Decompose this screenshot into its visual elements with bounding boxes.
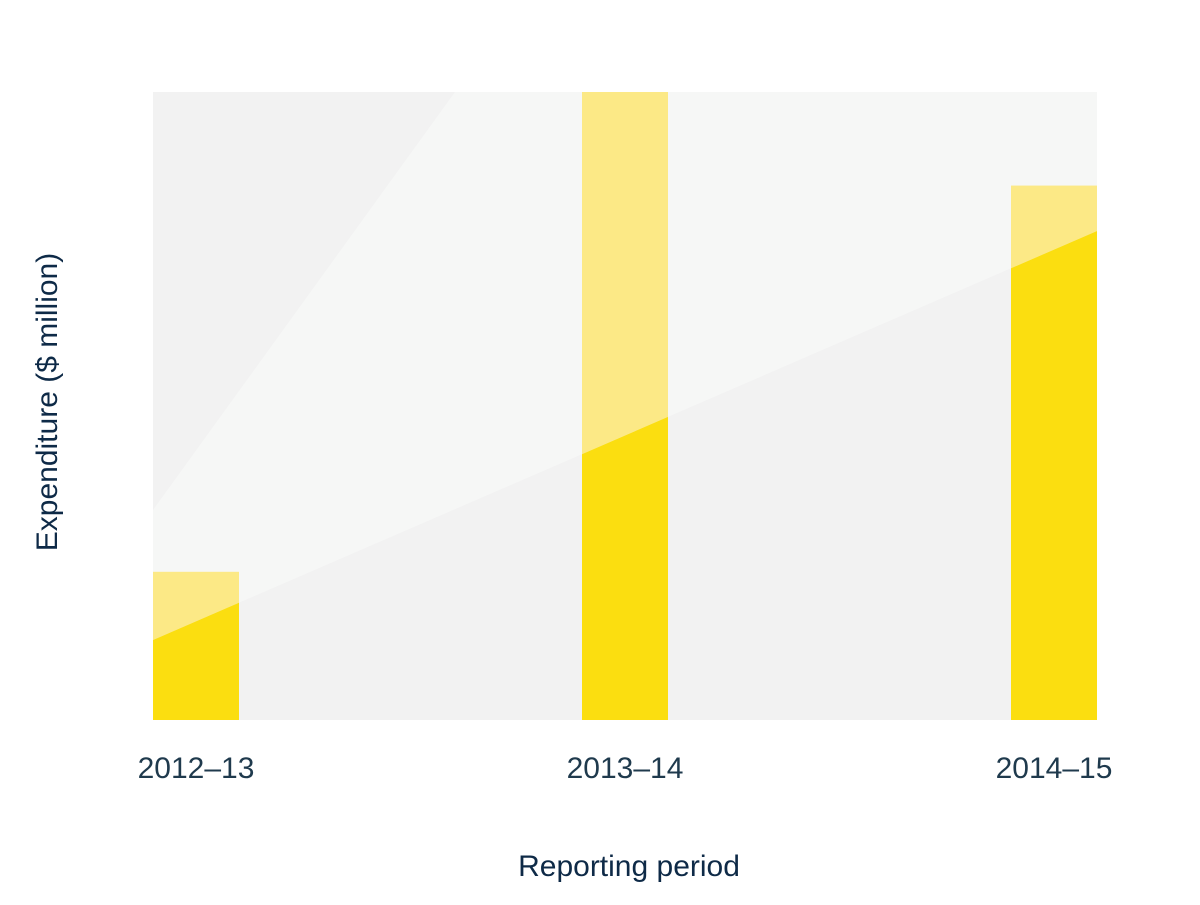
y-axis-label: Expenditure ($ million) — [31, 253, 64, 551]
x-axis-ticks: 2012–13 2013–14 2014–15 — [138, 752, 1113, 785]
x-axis-label: Reporting period — [518, 850, 740, 883]
x-tick-label: 2014–15 — [996, 752, 1113, 785]
x-tick-label: 2013–14 — [567, 752, 684, 785]
bar-2014–15 — [1011, 231, 1097, 720]
x-tick-label: 2012–13 — [138, 752, 255, 785]
